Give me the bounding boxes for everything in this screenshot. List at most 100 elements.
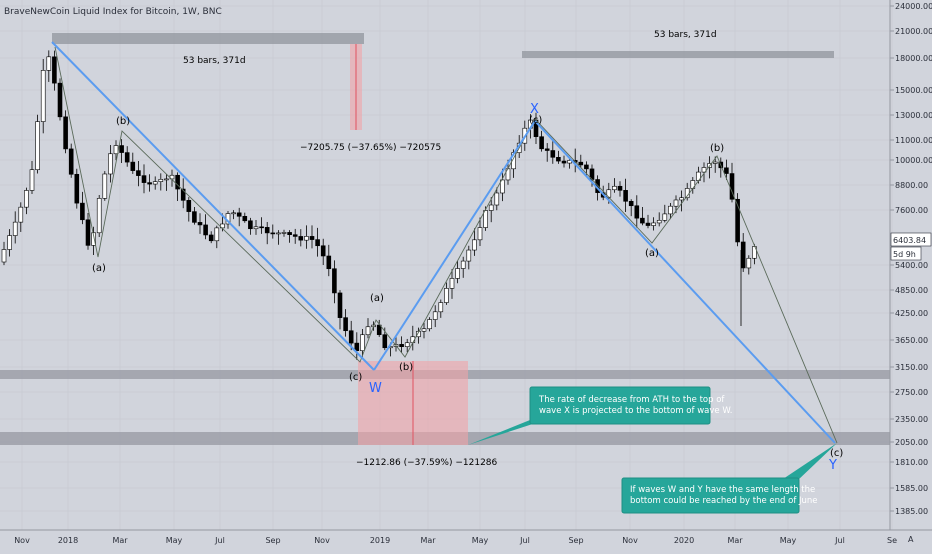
candle-body bbox=[264, 227, 270, 234]
candle-body bbox=[673, 199, 679, 207]
callout-bottom-box bbox=[621, 477, 800, 514]
callout-top-box bbox=[529, 386, 711, 425]
candle-body bbox=[561, 160, 567, 164]
time-axis[interactable]: Nov 2018 Mar May Jul Sep Nov 2019 Mar May Jul Sep No… bbox=[14, 536, 897, 545]
axis-scale-button[interactable]: A bbox=[908, 535, 914, 544]
candle-body bbox=[578, 161, 584, 166]
trend-line-x bbox=[373, 120, 536, 371]
candle-body bbox=[354, 342, 360, 351]
candle-body bbox=[662, 213, 668, 221]
price-tick-label: 5400.00 bbox=[895, 261, 928, 270]
candle-body bbox=[645, 222, 651, 226]
wave-label-c3: (c) bbox=[830, 448, 843, 459]
price-tick-label: 4250.00 bbox=[895, 309, 928, 318]
candle-body bbox=[46, 56, 52, 71]
last-price-label: 6403.84 bbox=[893, 236, 926, 245]
candle-body bbox=[628, 200, 634, 207]
wave-label-a2: (a) bbox=[370, 293, 384, 304]
candle-body bbox=[416, 330, 421, 338]
candle-body bbox=[365, 326, 371, 336]
candle-body bbox=[617, 185, 623, 191]
candle-body bbox=[276, 232, 281, 235]
time-tick-label: Se bbox=[887, 536, 897, 545]
candle-body bbox=[494, 192, 500, 206]
callout-top: The rate of decrease from ATH to the top… bbox=[468, 386, 732, 445]
candle-body bbox=[477, 227, 483, 241]
time-tick-label: Jul bbox=[519, 536, 530, 545]
callout-bottom: If waves W and Y have the same length th… bbox=[621, 443, 837, 514]
time-tick-label: Mar bbox=[112, 536, 128, 545]
wave-label-x: X bbox=[530, 102, 539, 117]
candle-body bbox=[281, 232, 287, 234]
candle-body bbox=[85, 219, 91, 246]
candle-body bbox=[343, 317, 348, 332]
countdown-label: 5d 9h bbox=[893, 250, 916, 259]
candle-body bbox=[192, 211, 197, 223]
candle-body bbox=[623, 190, 628, 202]
candle-body bbox=[57, 82, 63, 118]
candle-body bbox=[186, 200, 192, 212]
candles bbox=[1, 50, 757, 360]
price-tick-label: 1810.00 bbox=[895, 458, 928, 467]
candle-body bbox=[113, 145, 119, 155]
candle-body bbox=[651, 222, 656, 226]
candle-body bbox=[74, 173, 80, 204]
time-tick-label: Mar bbox=[727, 536, 743, 545]
candle-body bbox=[455, 268, 460, 279]
candle-body bbox=[292, 234, 298, 237]
price-tick-label: 24000.00 bbox=[895, 2, 932, 11]
candle-body bbox=[253, 226, 259, 230]
callout-bottom-text: If waves W and Y have the same length th… bbox=[630, 485, 818, 506]
candle-body bbox=[40, 70, 46, 122]
callout-top-text: The rate of decrease from ATH to the top… bbox=[538, 395, 732, 416]
candle-body bbox=[315, 239, 320, 247]
candle-body bbox=[175, 174, 180, 190]
price-axis[interactable]: 24000.00 21000.00 18000.00 15000.00 13000.00… bbox=[890, 2, 932, 516]
candle-body bbox=[180, 188, 186, 201]
candle-body bbox=[550, 150, 556, 158]
candle-body bbox=[287, 232, 292, 235]
time-tick-label: Jul bbox=[214, 536, 225, 545]
candle-body bbox=[12, 221, 18, 236]
price-tick-label: 2050.00 bbox=[895, 438, 928, 447]
range-bar-right bbox=[522, 51, 834, 58]
trend-line-w bbox=[51, 41, 375, 371]
candle-body bbox=[466, 249, 472, 262]
candle-body bbox=[152, 181, 158, 185]
candle-body bbox=[544, 148, 550, 151]
candle-body bbox=[242, 216, 248, 222]
last-price-tag bbox=[890, 232, 932, 247]
candle-body bbox=[724, 167, 729, 174]
candle-body bbox=[35, 121, 40, 171]
candle-body bbox=[102, 173, 108, 199]
candle-body bbox=[556, 157, 561, 162]
candle-body bbox=[612, 185, 617, 191]
candle-body bbox=[326, 255, 332, 270]
candle-body bbox=[656, 219, 662, 224]
candle-body bbox=[136, 170, 141, 176]
price-tick-label: 13000.00 bbox=[895, 111, 932, 120]
candle-body bbox=[231, 212, 236, 215]
wave-label-a3: (a) bbox=[645, 248, 659, 259]
countdown-tag bbox=[890, 246, 922, 261]
candle-body bbox=[96, 198, 102, 234]
time-tick-label: Jul bbox=[834, 536, 845, 545]
candle-body bbox=[236, 212, 242, 217]
candle-body bbox=[248, 220, 253, 230]
candle-body bbox=[404, 342, 410, 347]
wave-label-y: Y bbox=[828, 458, 837, 473]
callout-bottom-pointer bbox=[780, 443, 837, 481]
candle-body bbox=[18, 206, 24, 223]
time-tick-label: May bbox=[166, 536, 183, 545]
candle-body bbox=[63, 116, 68, 150]
wave-label-b1: (b) bbox=[116, 116, 130, 127]
candle-body bbox=[500, 179, 505, 194]
candle-body bbox=[382, 334, 388, 349]
bars-label-right: 53 bars, 371d bbox=[654, 30, 717, 40]
candle-body bbox=[208, 234, 214, 242]
candle-body bbox=[320, 245, 326, 257]
time-tick-label: May bbox=[780, 536, 797, 545]
candle-body bbox=[432, 311, 438, 320]
wave-label-a1: (a) bbox=[92, 263, 106, 274]
